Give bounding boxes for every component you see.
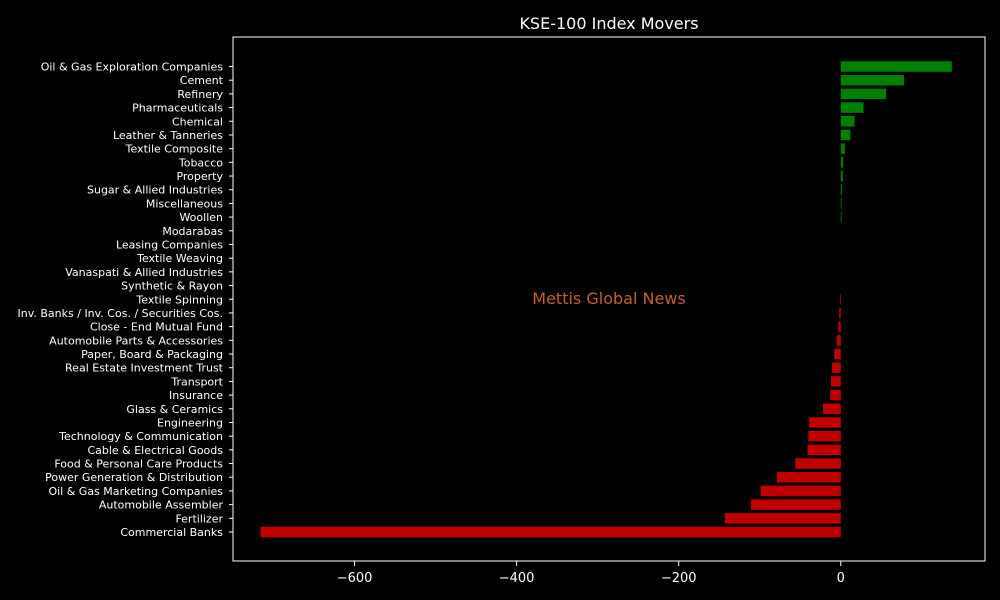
category-label: Fertilizer bbox=[175, 512, 223, 525]
bar bbox=[830, 389, 841, 401]
bar bbox=[809, 417, 841, 428]
category-label: Woollen bbox=[179, 211, 223, 224]
category-label: Power Generation & Distribution bbox=[45, 471, 223, 484]
category-label: Paper, Board & Packaging bbox=[81, 348, 223, 361]
bar bbox=[724, 513, 841, 524]
category-label: Vanaspati & Allied Industries bbox=[65, 266, 223, 279]
category-label: Chemical bbox=[172, 115, 223, 128]
watermark: Mettis Global News bbox=[532, 289, 685, 308]
bar bbox=[839, 307, 841, 319]
bar bbox=[831, 376, 841, 387]
bar bbox=[840, 198, 842, 209]
x-tick-label: −600 bbox=[337, 571, 373, 586]
bar bbox=[822, 403, 841, 415]
category-label: Close - End Mutual Fund bbox=[90, 321, 223, 334]
category-label: Insurance bbox=[169, 389, 223, 402]
category-label: Oil & Gas Marketing Companies bbox=[48, 485, 223, 498]
bar bbox=[836, 335, 841, 346]
bar bbox=[840, 129, 851, 141]
category-label: Textile Spinning bbox=[135, 293, 223, 306]
bar bbox=[840, 211, 842, 223]
category-label: Commercial Banks bbox=[120, 526, 223, 539]
category-label: Cable & Electrical Goods bbox=[87, 444, 223, 457]
category-label: Technology & Communication bbox=[58, 430, 223, 443]
category-label: Refinery bbox=[177, 88, 223, 101]
bar bbox=[834, 348, 841, 360]
bar bbox=[839, 294, 841, 305]
category-label: Inv. Banks / Inv. Cos. / Securities Cos. bbox=[18, 307, 223, 320]
category-label: Textile Weaving bbox=[136, 252, 223, 265]
category-label: Engineering bbox=[157, 416, 223, 429]
category-label: Modarabas bbox=[162, 225, 223, 238]
category-label: Transport bbox=[170, 375, 223, 388]
plot-frame bbox=[232, 36, 986, 562]
bar bbox=[750, 499, 841, 510]
category-label: Automobile Parts & Accessories bbox=[49, 334, 223, 347]
x-tick-label: −400 bbox=[499, 571, 535, 586]
bar bbox=[840, 88, 887, 100]
category-label: Property bbox=[176, 170, 223, 183]
category-label: Leasing Companies bbox=[116, 238, 223, 251]
category-label: Miscellaneous bbox=[146, 197, 223, 210]
category-label: Food & Personal Care Products bbox=[54, 458, 223, 471]
bar bbox=[840, 61, 952, 72]
chart-title: KSE-100 Index Movers bbox=[519, 14, 698, 33]
category-labels: Oil & Gas Exploration CompaniesCementRef… bbox=[18, 61, 233, 539]
bar bbox=[840, 116, 855, 127]
category-label: Glass & Ceramics bbox=[126, 403, 223, 416]
category-label: Tobacco bbox=[178, 156, 223, 169]
bar bbox=[760, 485, 841, 497]
category-label: Synthetic & Rayon bbox=[121, 280, 223, 293]
bar bbox=[776, 471, 841, 483]
x-tick-label: −200 bbox=[661, 571, 697, 586]
bar bbox=[807, 444, 841, 456]
category-label: Automobile Assembler bbox=[99, 499, 224, 512]
category-label: Cement bbox=[180, 74, 224, 87]
bar bbox=[831, 362, 841, 373]
category-label: Oil & Gas Exploration Companies bbox=[41, 61, 224, 74]
bar bbox=[840, 74, 904, 86]
bar bbox=[840, 170, 843, 182]
bar bbox=[840, 157, 844, 168]
category-label: Sugar & Allied Industries bbox=[87, 184, 223, 197]
bars-group bbox=[260, 61, 952, 538]
bar bbox=[838, 321, 841, 332]
category-label: Pharmaceuticals bbox=[132, 102, 223, 115]
category-label: Leather & Tanneries bbox=[113, 129, 223, 142]
bar bbox=[840, 184, 842, 195]
bar bbox=[840, 143, 845, 154]
category-label: Real Estate Investment Trust bbox=[65, 362, 224, 375]
bar bbox=[795, 458, 841, 469]
bar bbox=[260, 526, 841, 538]
bar bbox=[840, 102, 864, 113]
x-axis: −600 −400 −200 0 bbox=[337, 561, 845, 586]
x-tick-label: 0 bbox=[837, 571, 845, 586]
category-label: Textile Composite bbox=[125, 143, 224, 156]
bar bbox=[808, 430, 841, 442]
